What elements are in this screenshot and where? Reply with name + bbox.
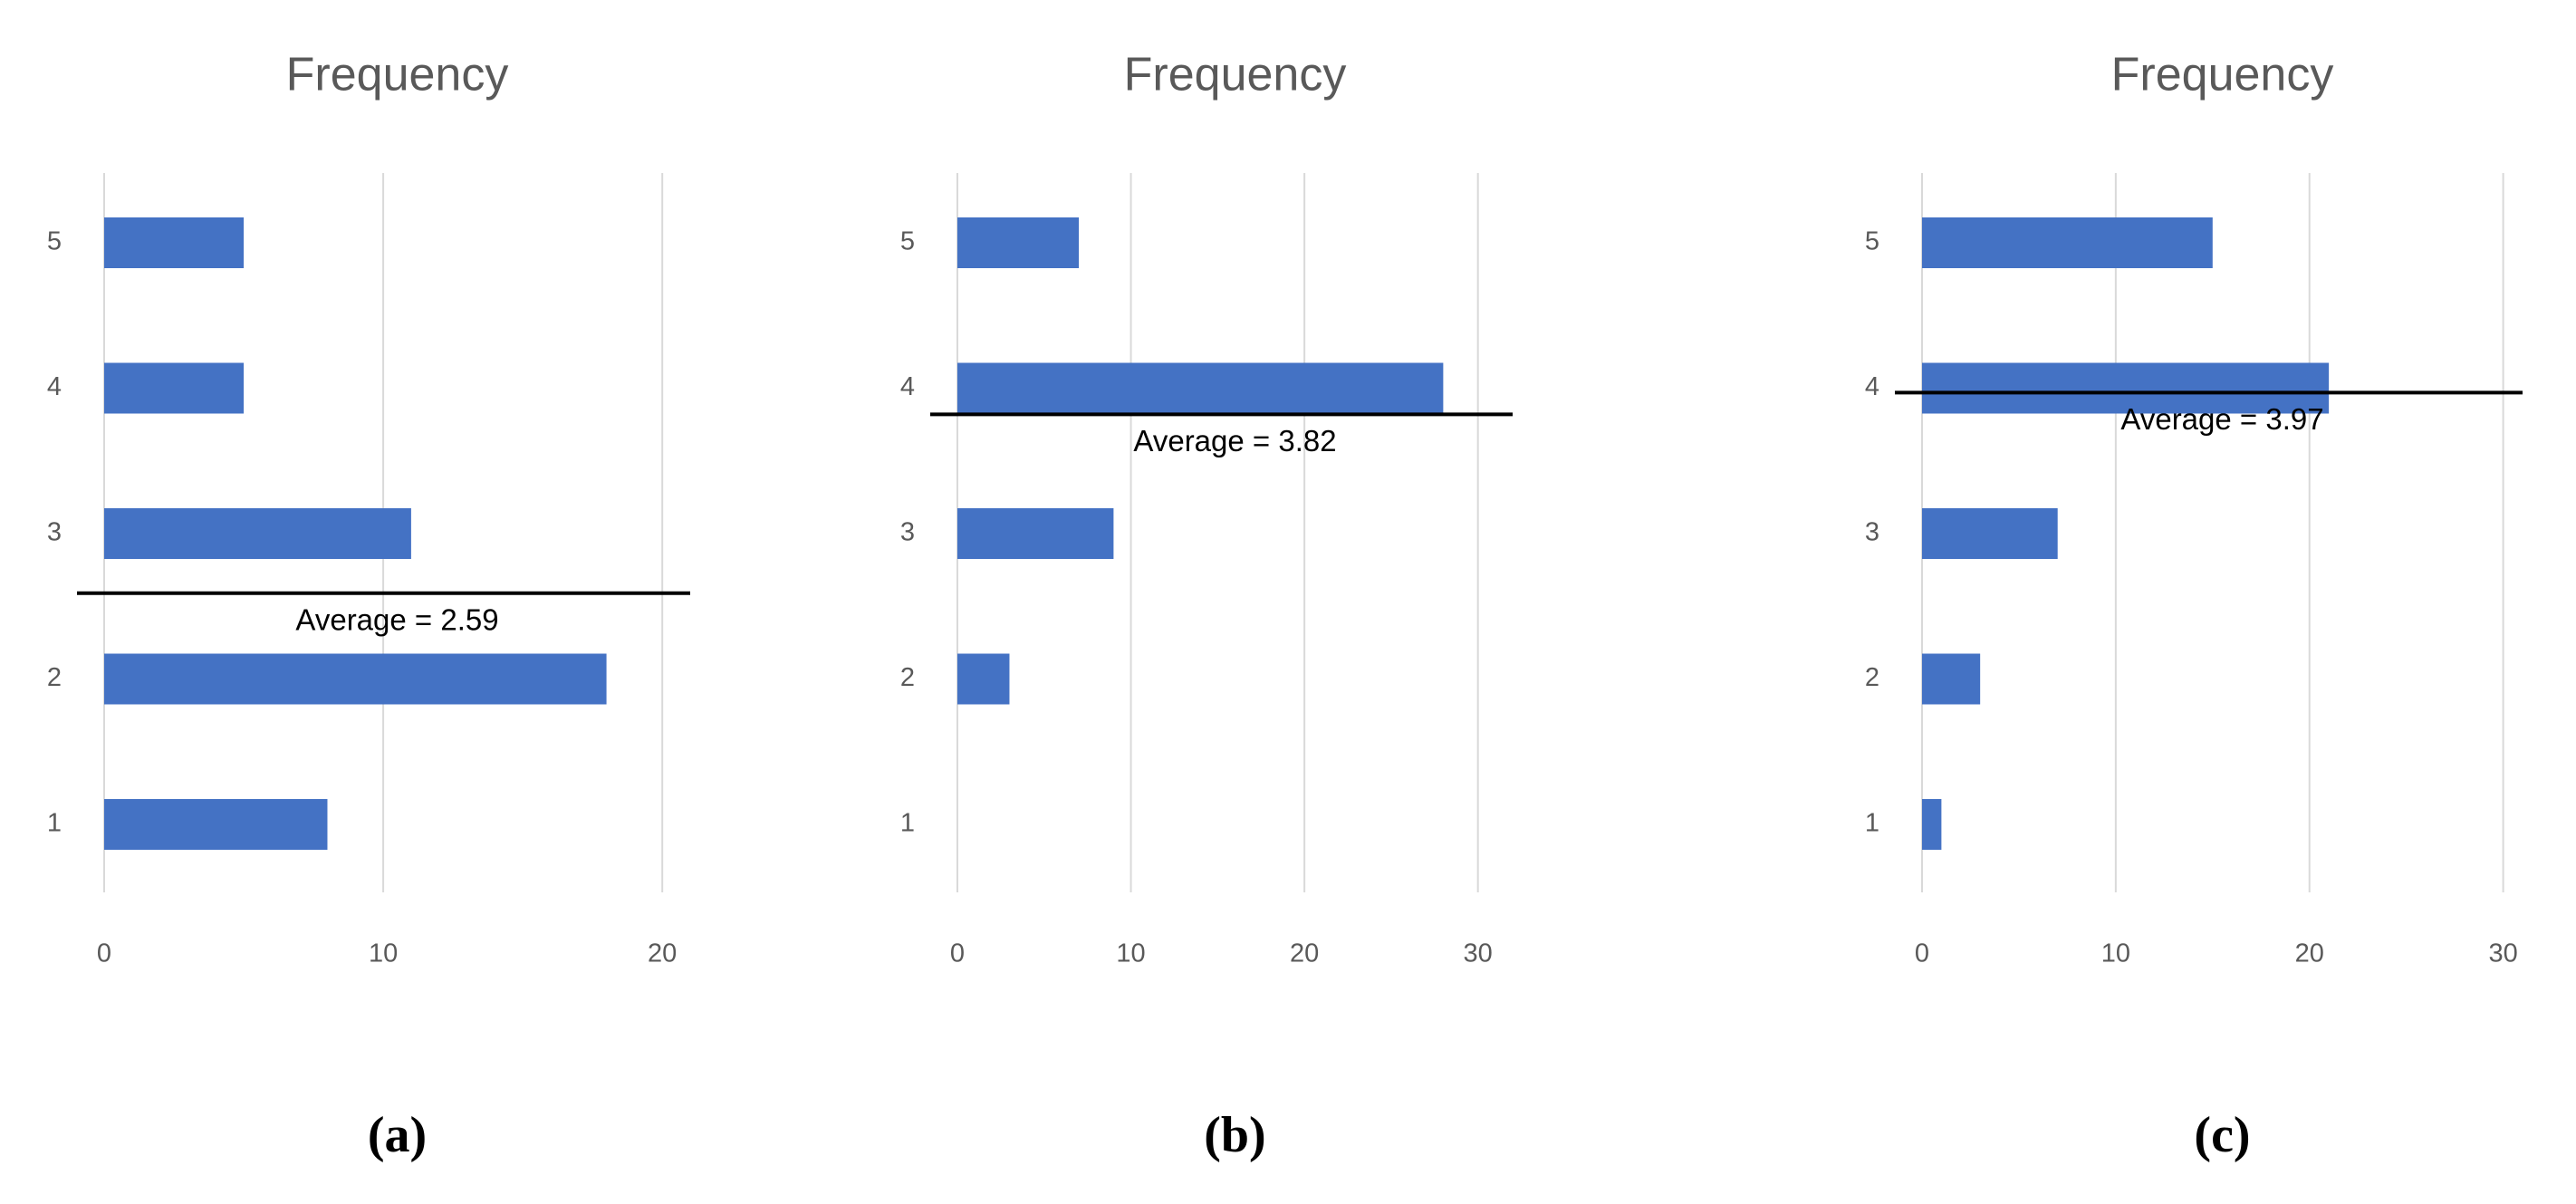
bar xyxy=(1922,653,1981,705)
y-tick-label: 1 xyxy=(1865,809,1879,838)
x-tick-label: 10 xyxy=(369,939,398,968)
panel-label: (a) xyxy=(368,1107,427,1163)
bar xyxy=(1922,362,2330,414)
bar xyxy=(104,362,245,414)
bar xyxy=(1922,799,1942,850)
bar xyxy=(1922,217,2213,268)
y-tick-label: 5 xyxy=(1865,227,1879,256)
bar xyxy=(957,217,1080,268)
y-tick-label: 3 xyxy=(1865,518,1879,547)
y-tick-label: 2 xyxy=(1865,663,1879,692)
average-label: Average = 3.82 xyxy=(1133,424,1336,458)
average-label: Average = 3.97 xyxy=(2120,402,2323,436)
bar xyxy=(104,217,245,268)
bar xyxy=(104,653,607,705)
x-tick-label: 20 xyxy=(1290,939,1319,968)
panel-label: (b) xyxy=(1204,1107,1265,1163)
bar xyxy=(957,362,1444,414)
x-tick-label: 20 xyxy=(2295,939,2324,968)
chart-title: Frequency xyxy=(286,49,509,101)
x-tick-label: 20 xyxy=(648,939,677,968)
bar xyxy=(1922,508,2058,559)
bar xyxy=(957,653,1010,705)
x-tick-label: 30 xyxy=(2488,939,2517,968)
x-tick-label: 0 xyxy=(97,939,111,968)
y-tick-label: 5 xyxy=(47,227,62,256)
y-tick-label: 4 xyxy=(47,372,62,401)
y-tick-label: 2 xyxy=(47,663,62,692)
y-tick-label: 4 xyxy=(1865,372,1879,401)
y-tick-label: 3 xyxy=(900,518,915,547)
y-tick-label: 1 xyxy=(900,809,915,838)
average-label: Average = 2.59 xyxy=(295,603,498,637)
panel-label: (c) xyxy=(2194,1107,2250,1163)
bar xyxy=(104,508,411,559)
y-tick-label: 5 xyxy=(900,227,915,256)
y-tick-label: 2 xyxy=(900,663,915,692)
x-tick-label: 0 xyxy=(1915,939,1929,968)
x-tick-label: 10 xyxy=(2101,939,2130,968)
y-tick-label: 3 xyxy=(47,518,62,547)
chart-title: Frequency xyxy=(1124,49,1347,101)
bar xyxy=(104,799,328,850)
bar xyxy=(957,508,1114,559)
x-tick-label: 30 xyxy=(1464,939,1493,968)
y-tick-label: 4 xyxy=(900,372,915,401)
x-tick-label: 0 xyxy=(950,939,965,968)
x-tick-label: 10 xyxy=(1116,939,1145,968)
chart-title: Frequency xyxy=(2111,49,2334,101)
y-tick-label: 1 xyxy=(47,809,62,838)
